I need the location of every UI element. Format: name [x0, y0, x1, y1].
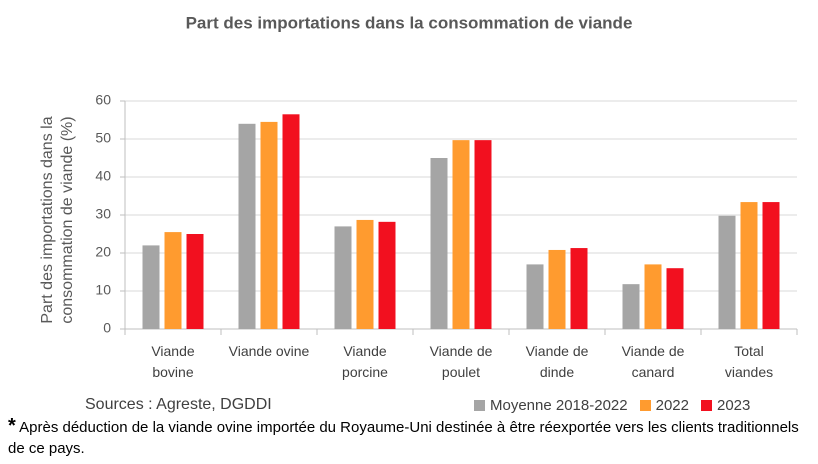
bar — [378, 221, 396, 329]
bar — [474, 140, 492, 329]
y-tick-label: 50 — [95, 130, 111, 146]
bar — [548, 249, 566, 329]
bar — [740, 202, 758, 329]
y-tick-label: 20 — [95, 244, 111, 260]
x-tick-label: Viande de dinde — [525, 343, 589, 380]
bar — [238, 123, 256, 329]
y-tick-label: 0 — [103, 320, 111, 336]
bar — [430, 158, 448, 329]
bar — [356, 219, 374, 329]
x-tick-label: Viande de canard — [621, 343, 685, 380]
bar — [186, 234, 204, 329]
bar — [260, 121, 278, 330]
note-marker: * — [8, 415, 16, 437]
x-tick-label: Viande ovine — [228, 343, 310, 359]
footnote: * Après déduction de la viande ovine imp… — [8, 416, 808, 459]
bar — [142, 245, 160, 329]
chart-title: Part des importations dans la consommati… — [186, 13, 633, 32]
y-tick-label: 60 — [95, 92, 111, 108]
x-tick-label: Viande bovine — [151, 343, 195, 380]
bar — [762, 202, 780, 329]
x-tick-label: Viande de poulet — [429, 343, 493, 380]
legend-label: 2023 — [716, 397, 751, 414]
y-tick-label: 40 — [95, 168, 111, 184]
legend-swatch — [474, 400, 485, 411]
bar — [622, 284, 640, 329]
legend-item: Moyenne 2018-2022 — [474, 397, 628, 414]
y-tick-label: 30 — [95, 206, 111, 222]
legend-swatch — [700, 400, 712, 411]
y-axis-label: Part des importations dans la consommati… — [39, 116, 76, 324]
legend: Moyenne 2018-2022 2022 2023 — [474, 397, 750, 414]
bar — [644, 264, 662, 329]
source: Sources : Agreste, DGDDI — [85, 396, 272, 413]
note: Après déduction de la viande ovine impor… — [8, 419, 799, 457]
bar — [718, 215, 736, 329]
bar — [666, 268, 684, 329]
legend-item: 2022 — [639, 397, 689, 414]
x-tick-label: Total viandes — [724, 343, 774, 380]
legend-swatch — [639, 400, 651, 411]
legend-label: 2022 — [655, 397, 689, 414]
legend-item: 2023 — [700, 397, 751, 414]
bar — [282, 114, 300, 329]
y-tick-label: 10 — [95, 282, 111, 298]
bar — [334, 226, 352, 329]
bar — [570, 248, 588, 329]
legend-label: Moyenne 2018-2022 — [490, 397, 628, 414]
x-tick-label: Viande porcine — [342, 343, 388, 380]
bar — [452, 140, 470, 329]
bar — [164, 232, 182, 329]
bar — [526, 264, 544, 329]
